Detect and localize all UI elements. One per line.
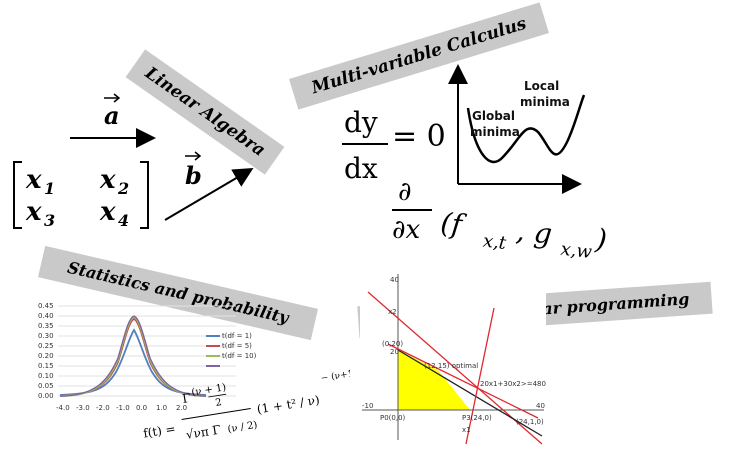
function-close: ) (593, 222, 608, 256)
opt-plot-area (360, 272, 546, 442)
x-tick: -4.0 (56, 404, 70, 412)
matrix-x1: x (25, 165, 42, 195)
y-tick: 0.40 (38, 312, 54, 320)
dx-text: dx (344, 152, 378, 185)
matrix-right-bracket (140, 161, 149, 229)
formula-gamma: Γ (181, 391, 191, 406)
matrix-x2: x (99, 165, 116, 195)
series-df10 (59, 315, 207, 397)
x-tick: 0.0 (136, 404, 147, 412)
y-tick: 0.20 (38, 352, 54, 360)
function-g: , g (515, 214, 554, 251)
formula-num-paren: (ν + 1) (191, 382, 227, 398)
x-tick: -1.0 (116, 404, 130, 412)
local-minima-label-1: Local (524, 79, 559, 93)
x-tick: -2.0 (96, 404, 110, 412)
constraint-line-3 (465, 307, 495, 445)
matrix-x3: x (25, 197, 42, 227)
y-tick: 0.05 (38, 382, 54, 390)
global-minima-label-2: minima (470, 125, 520, 139)
series-df5 (59, 317, 207, 397)
x-tick-neg10: -10 (362, 402, 373, 410)
legend-df10: t(df = 10) (222, 352, 257, 360)
formula-den-paren: (ν / 2) (227, 420, 258, 436)
y-tick: 0.15 (38, 362, 54, 370)
y-axis-label: x2 (388, 308, 397, 316)
y-tick: 0.35 (38, 322, 54, 330)
formula-exponent: − (ν+1)/2 (320, 366, 350, 384)
equals-zero: = 0 (392, 119, 446, 154)
t-distribution-chart: 0.45 0.40 0.35 0.30 0.25 0.20 0.15 0.10 … (38, 302, 257, 412)
local-minima-label-2: minima (520, 95, 570, 109)
point-24-1-0: (24,1,0) (516, 418, 544, 426)
y-tick-20: 20 (390, 348, 399, 356)
t-distribution-formula: f(t) = Γ (ν + 1) 2 √νπ Γ (ν / 2) (1 + t²… (142, 366, 350, 442)
function-f-sub: x,t (482, 231, 508, 254)
x-tick: 2.0 (176, 404, 187, 412)
calculus-illustration: dy dx = 0 Local minima Global minima ∂ ∂… (342, 64, 609, 263)
y-tick: 0.00 (38, 392, 54, 400)
legend-df1: t(df = 1) (222, 332, 252, 340)
point-optimal: (12,15) optimal (424, 362, 478, 370)
y-tick: 0.25 (38, 342, 54, 350)
linear-programming-chart: (0,20) (12,15) optimal 20x1+30x2>=480 P3… (360, 272, 546, 445)
matrix-x1-sub: 1 (44, 179, 55, 198)
matrix-x2-sub: 2 (117, 179, 129, 198)
x-tick: 1.0 (156, 404, 167, 412)
linear-algebra-illustration: a b x 1 x 2 x 3 x 4 (13, 93, 254, 230)
objective-line (397, 349, 543, 437)
formula-bracket: (1 + t² / ν) (256, 393, 321, 417)
y-tick: 0.45 (38, 302, 54, 310)
matrix-left-bracket (13, 161, 22, 229)
x-tick-40: 40 (536, 402, 545, 410)
point-0-20: (0,20) (382, 340, 403, 348)
feasible-region (398, 350, 470, 410)
point-24-0: P3(24,0) (462, 414, 492, 422)
function-f: (f (439, 206, 468, 242)
dy-text: dy (344, 106, 378, 139)
series-df1 (59, 328, 207, 396)
loss-curve (466, 94, 586, 164)
matrix-x4: x (99, 197, 116, 227)
function-g-sub: x,w (560, 239, 594, 263)
x-tick: -3.0 (76, 404, 90, 412)
vector-b-arrow (164, 167, 254, 221)
global-minima-label-1: Global (472, 109, 515, 123)
partial-symbol: ∂ (398, 177, 411, 207)
vector-b-label: b (185, 161, 202, 190)
y-tick: 0.30 (38, 332, 54, 340)
constraint-label: 20x1+30x2>=480 (480, 380, 546, 388)
point-0-0: P0(0,0) (380, 414, 406, 422)
matrix-x3-sub: 3 (44, 211, 55, 230)
y-tick-40: 40 (390, 276, 399, 284)
partial-dx: ∂x (392, 215, 420, 245)
matrix-x4-sub: 4 (118, 211, 129, 230)
legend-df5: t(df = 5) (222, 342, 252, 350)
series-normal (59, 315, 207, 397)
constraint-line-2 (387, 343, 539, 419)
y-tick: 0.10 (38, 372, 54, 380)
formula-over2: 2 (215, 397, 223, 409)
vector-a-label: a (104, 101, 120, 130)
formula-lhs: f(t) = (142, 422, 176, 441)
formula-sqrt: √νπ Γ (185, 423, 222, 442)
x-axis-label: x1 (462, 426, 471, 434)
